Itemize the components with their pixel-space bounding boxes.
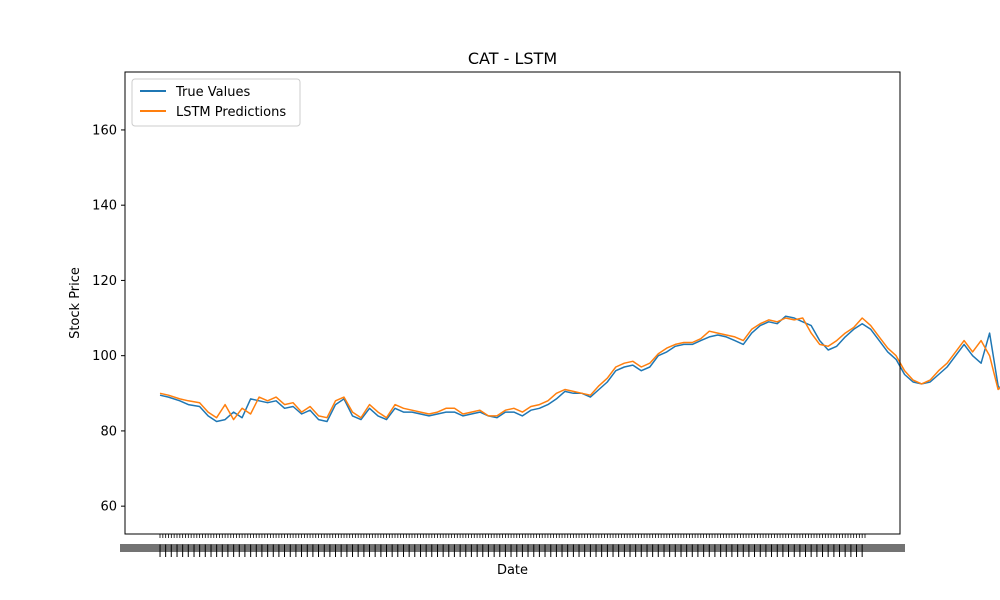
legend: True Values LSTM Predictions <box>131 78 301 127</box>
y-tick-label: 100 <box>92 349 117 364</box>
y-tick-label: 120 <box>92 274 117 289</box>
x-axis-ticks: ||||||||||||||||||||||||||||||||||||||||… <box>120 534 905 557</box>
y-tick-label: 80 <box>100 424 117 439</box>
series-line-lstm-predictions <box>159 317 1000 421</box>
y-tick-label: 160 <box>92 123 117 138</box>
series-layer <box>159 315 1000 423</box>
legend-label-lstm-predictions: LSTM Predictions <box>176 105 286 120</box>
legend-box <box>131 78 301 127</box>
y-axis-ticks: 60 80 100 120 140 160 <box>92 123 125 515</box>
legend-label-true-values: True Values <box>175 85 250 100</box>
x-axis-label: Date <box>497 563 528 578</box>
chart-title: CAT - LSTM <box>468 49 557 68</box>
y-tick-label: 60 <box>100 500 117 515</box>
plot-frame <box>124 71 901 535</box>
y-tick-label: 140 <box>92 199 117 214</box>
x-tick-label-overlap <box>120 544 905 552</box>
x-tick-labels: ||||||||||||||||||||||||||||||||||||||||… <box>120 543 905 557</box>
y-axis-label: Stock Price <box>68 267 83 339</box>
series-line-true-values <box>159 315 1000 423</box>
